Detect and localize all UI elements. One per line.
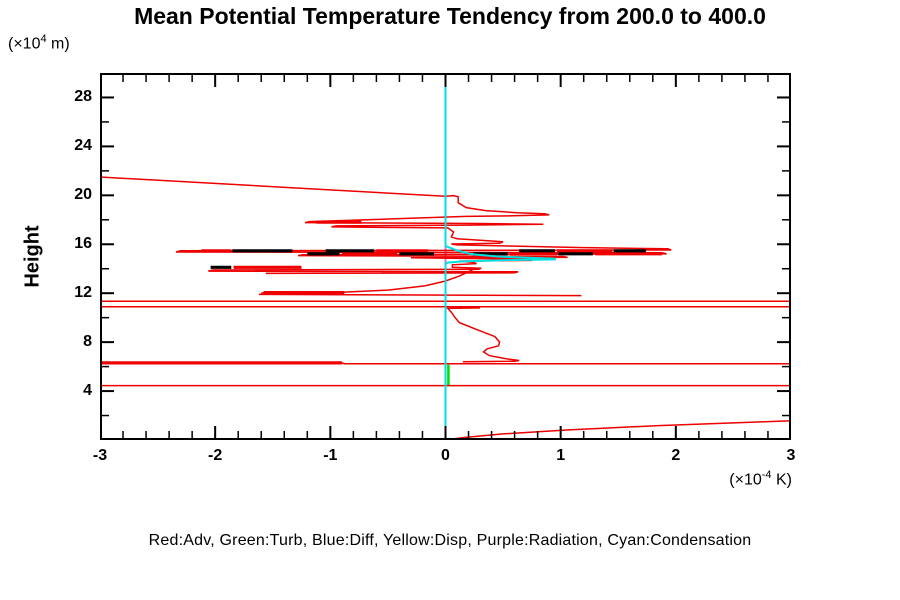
axis-ticks — [100, 75, 791, 438]
x-tick-label-1: 1 — [556, 447, 566, 464]
y-tick-label-20: 20 — [74, 186, 92, 204]
y-axis-units-label: (×104 m) — [8, 33, 70, 53]
y-tick-label-16: 16 — [74, 235, 92, 253]
y-tick-label-24: 24 — [74, 137, 92, 155]
x-tick-label-3: 3 — [786, 447, 796, 464]
y-tick-label-8: 8 — [83, 333, 92, 351]
y-axis-title: Height — [21, 225, 44, 288]
x-tick-label--3: -3 — [92, 447, 108, 464]
chart-plot-area — [100, 73, 791, 440]
series-condensation — [444, 73, 556, 440]
series-color-legend: Red:Adv, Green:Turb, Blue:Diff, Yellow:D… — [148, 532, 752, 549]
x-axis-units-label: (×10-4 K) — [729, 469, 792, 489]
series-diff — [210, 249, 646, 269]
x-tick-label--1: -1 — [323, 447, 338, 464]
axis-frame — [100, 73, 791, 440]
x-tick-label-2: 2 — [671, 447, 681, 464]
chart-title: Mean Potential Temperature Tendency from… — [134, 3, 766, 29]
series-adv-thick-segments — [100, 220, 662, 365]
x-tick-label-0: 0 — [441, 447, 450, 464]
x-tick-label--2: -2 — [208, 447, 223, 464]
y-tick-label-4: 4 — [83, 382, 92, 400]
y-tick-label-12: 12 — [74, 284, 92, 302]
y-tick-label-28: 28 — [74, 88, 92, 106]
